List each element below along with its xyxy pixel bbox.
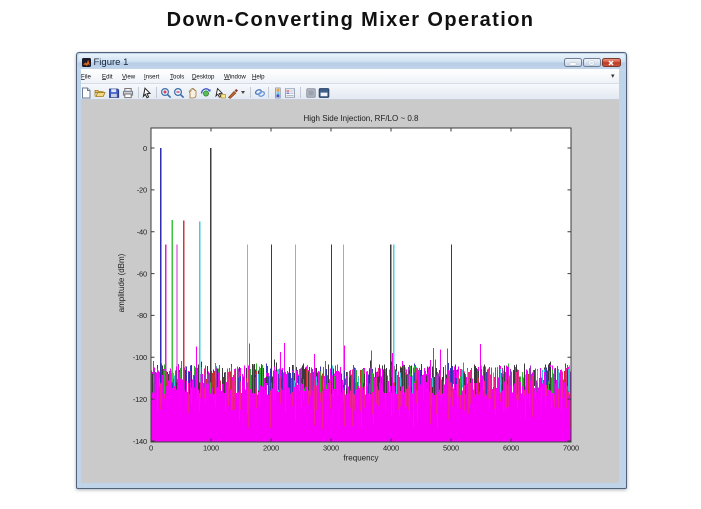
svg-text:4000: 4000: [383, 444, 399, 453]
svg-text:0: 0: [143, 144, 147, 153]
svg-text:7000: 7000: [563, 444, 579, 453]
svg-text:frequency: frequency: [343, 454, 378, 463]
svg-text:1000: 1000: [203, 444, 219, 453]
svg-text:2000: 2000: [263, 444, 279, 453]
svg-text:3000: 3000: [323, 444, 339, 453]
svg-text:6000: 6000: [503, 444, 519, 453]
svg-text:amplitude (dBm): amplitude (dBm): [117, 253, 126, 312]
svg-text:-80: -80: [137, 311, 147, 320]
svg-text:-140: -140: [133, 437, 147, 446]
svg-text:High Side Injection, RF/LO ~ 0: High Side Injection, RF/LO ~ 0.8: [304, 114, 420, 123]
svg-text:-20: -20: [137, 186, 147, 195]
svg-text:-100: -100: [133, 353, 147, 362]
svg-text:0: 0: [149, 444, 153, 453]
svg-text:-40: -40: [137, 228, 147, 237]
svg-text:-60: -60: [137, 269, 147, 278]
svg-text:-120: -120: [133, 395, 147, 404]
svg-text:5000: 5000: [443, 444, 459, 453]
